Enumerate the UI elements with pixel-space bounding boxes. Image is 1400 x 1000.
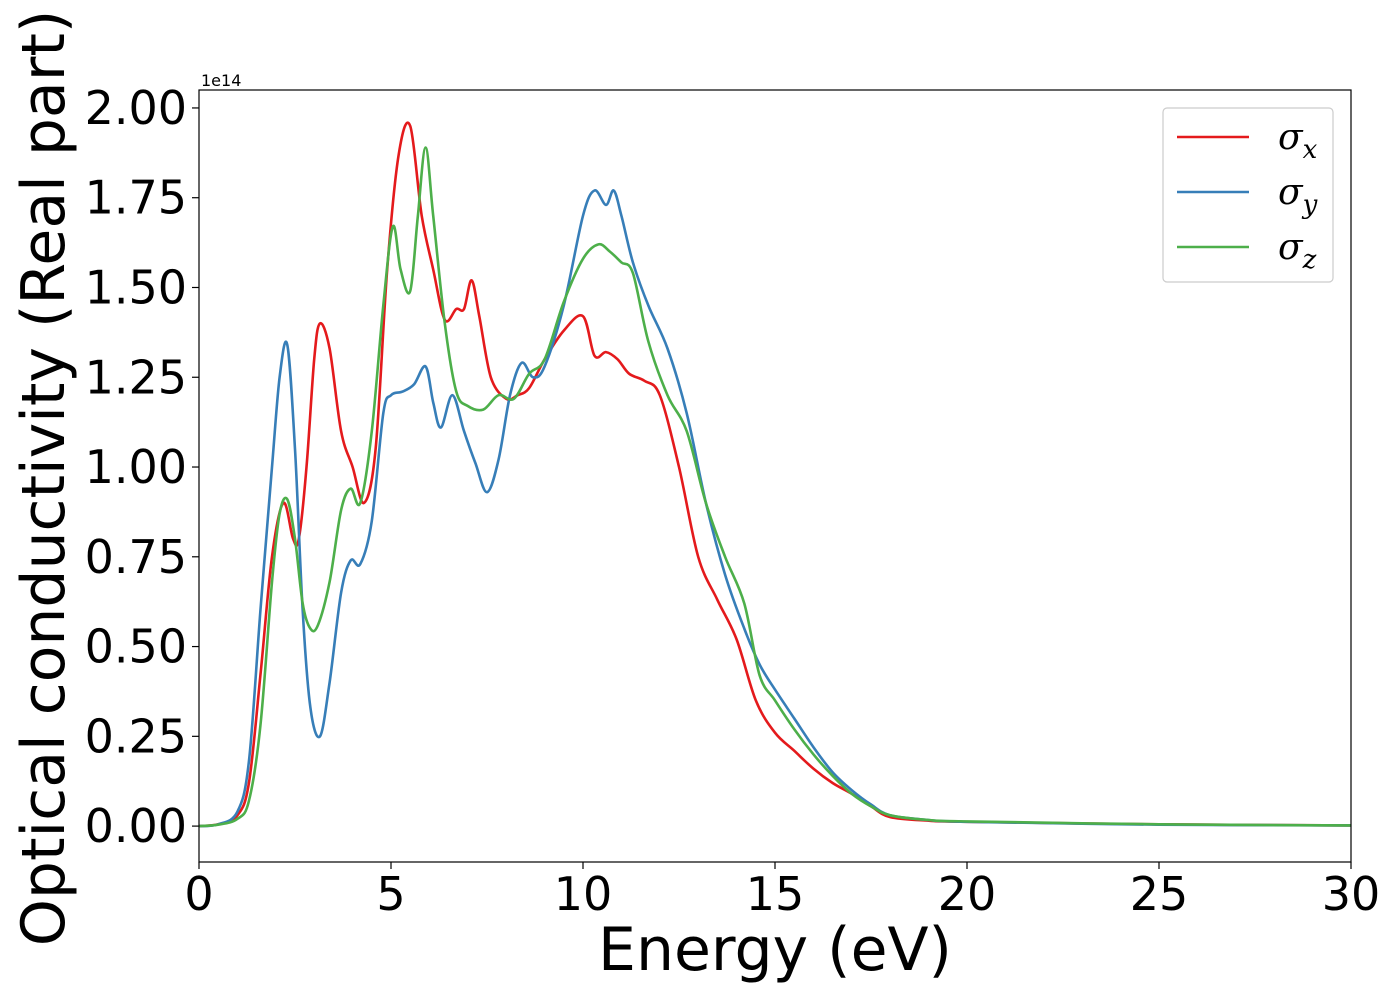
x-tick-label: 10: [554, 867, 613, 921]
y-axis: 0.00 0.25 0.50 0.75 1.00 1.25 1.50 1.75 2.00: [85, 81, 199, 853]
x-tick-label: 20: [938, 867, 997, 921]
x-tick-label: 30: [1322, 867, 1381, 921]
y-tick-label: 0.00: [85, 799, 187, 853]
legend-label-sigma-x: σx: [1278, 117, 1318, 165]
y-tick-label: 1.75: [85, 171, 187, 225]
y-tick-label: 1.50: [85, 260, 187, 314]
y-tick-label: 0.50: [85, 620, 187, 674]
x-tick-label: 15: [746, 867, 805, 921]
y-tick-label: 1.25: [85, 350, 187, 404]
legend: σx σy σz: [1162, 107, 1334, 283]
y-axis-title: Optical conductivity (Real part): [9, 10, 79, 947]
series-line-sigma-y: [198, 189, 1352, 828]
y-tick-label: 1.00: [85, 440, 187, 494]
x-tick-label: 5: [376, 867, 405, 921]
legend-label-sigma-y: σy: [1278, 172, 1318, 220]
x-tick-label: 0: [184, 867, 213, 921]
y-tick-label: 0.25: [85, 709, 187, 763]
legend-label-sigma-z: σz: [1278, 227, 1317, 275]
series-line-sigma-x: [198, 121, 1352, 828]
y-tick-label: 0.75: [85, 530, 187, 584]
y-offset-label: 1e14: [201, 71, 241, 90]
series-layer: [198, 121, 1352, 828]
x-axis-title: Energy (eV): [598, 915, 952, 985]
x-tick-label: 25: [1130, 867, 1189, 921]
legend-frame: [1162, 107, 1334, 283]
x-axis: 0 5 10 15 20 25 30: [184, 862, 1380, 921]
y-tick-label: 2.00: [85, 81, 187, 135]
series-line-sigma-z: [198, 146, 1352, 828]
